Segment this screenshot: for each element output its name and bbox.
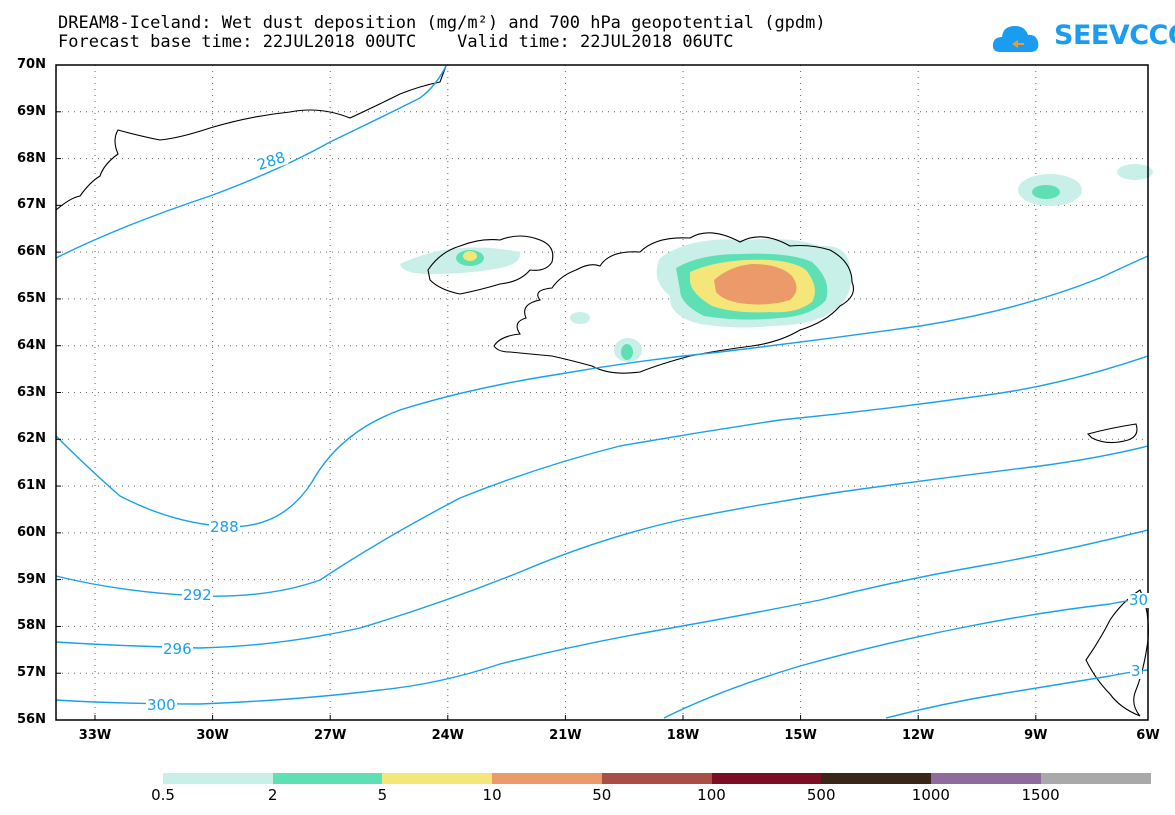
lat-label-58N: 58N xyxy=(17,618,46,634)
colorbar-label: 500 xyxy=(806,786,836,804)
lat-label-62N: 62N xyxy=(17,431,46,447)
lat-label-56N: 56N xyxy=(17,712,46,727)
scotland-coast xyxy=(1085,589,1149,717)
iceland-coast xyxy=(493,232,855,374)
colorbar-label: 0.5 xyxy=(151,786,175,804)
contour-292 xyxy=(55,355,1149,597)
cloud-logo-icon xyxy=(992,26,1039,52)
lon-label-12W: 12W xyxy=(901,728,935,743)
deposition-area-sw-2 xyxy=(621,344,633,360)
title-line-2: Forecast base time: 22JUL2018 00UTC Vali… xyxy=(58,32,734,52)
contour-label-292: 292 xyxy=(182,586,213,604)
contour-label-3-edge: 3 xyxy=(1130,662,1142,680)
contour-300 xyxy=(55,529,1149,705)
lat-label-68N: 68N xyxy=(17,150,46,166)
colorbar-swatch xyxy=(163,773,273,784)
deposition-area-east-10 xyxy=(714,264,797,305)
colorbar-label: 2 xyxy=(267,786,278,804)
contour-label-288-south: 288 xyxy=(209,518,240,536)
lat-label-69N: 69N xyxy=(17,103,46,119)
lat-label-60N: 60N xyxy=(17,524,46,540)
greenland-coast xyxy=(55,65,447,211)
colorbar-swatch xyxy=(382,773,493,784)
lon-label-18W: 18W xyxy=(666,728,700,743)
lat-label-61N: 61N xyxy=(17,478,46,494)
deposition-area-ne-2 xyxy=(1032,185,1060,199)
lat-label-65N: 65N xyxy=(17,290,46,306)
contour-296 xyxy=(55,445,1149,649)
lat-label-63N: 63N xyxy=(17,384,46,400)
contour-label-300: 300 xyxy=(146,696,177,714)
colorbar-swatch xyxy=(601,773,712,784)
lon-label-21W: 21W xyxy=(549,728,582,743)
lon-label-15W: 15W xyxy=(784,728,817,743)
lat-label-57N: 57N xyxy=(17,665,46,681)
contour-label-296: 296 xyxy=(162,640,193,658)
deposition-area-west-5 xyxy=(463,251,477,261)
colorbar-swatch xyxy=(272,773,383,784)
colorbar-swatch xyxy=(930,773,1041,784)
coastlines xyxy=(55,65,1149,717)
contour-288-south xyxy=(55,255,1149,528)
colorbar-label: 1000 xyxy=(911,786,950,804)
lat-label-66N: 66N xyxy=(17,244,46,260)
lat-label-70N: 70N xyxy=(17,57,46,72)
colorbar-label: 50 xyxy=(592,786,612,804)
lat-label-59N: 59N xyxy=(17,571,46,587)
colorbar-label: 5 xyxy=(377,786,388,804)
contour-label-30-edge: 30 xyxy=(1128,591,1150,609)
colorbar-swatch xyxy=(492,773,603,784)
colorbar-label: 10 xyxy=(482,786,502,804)
graticule xyxy=(56,65,1148,720)
contour-308 xyxy=(885,669,1149,719)
lon-label-27W: 27W xyxy=(313,728,347,743)
colorbar-swatch xyxy=(1040,773,1151,784)
lon-label-33W: 33W xyxy=(78,728,112,743)
lon-label-30W: 30W xyxy=(196,728,229,743)
deposition-area-small xyxy=(570,312,590,324)
lon-label-9W: 9W xyxy=(1024,728,1048,743)
dust-deposition-field xyxy=(400,164,1153,362)
geopotential-contours xyxy=(55,65,1149,719)
deposition-area-far-ne xyxy=(1117,164,1153,180)
lat-label-67N: 67N xyxy=(17,197,46,213)
lat-label-64N: 64N xyxy=(17,337,46,353)
colorbar-swatch xyxy=(711,773,822,784)
contour-304 xyxy=(663,597,1149,719)
lon-label-24W: 24W xyxy=(431,728,465,743)
logo-text: SEEVCCC xyxy=(1054,20,1175,51)
faroe-norway-coast-1 xyxy=(1086,423,1138,444)
colorbar-swatch xyxy=(821,773,932,784)
lon-label-6W: 6W xyxy=(1136,728,1160,743)
westfjords-coast xyxy=(427,235,554,295)
title-line-1: DREAM8-Iceland: Wet dust deposition (mg/… xyxy=(58,13,826,33)
colorbar-label: 1500 xyxy=(1021,786,1060,804)
contour-288-north xyxy=(55,65,447,259)
colorbar-label: 100 xyxy=(697,786,726,804)
